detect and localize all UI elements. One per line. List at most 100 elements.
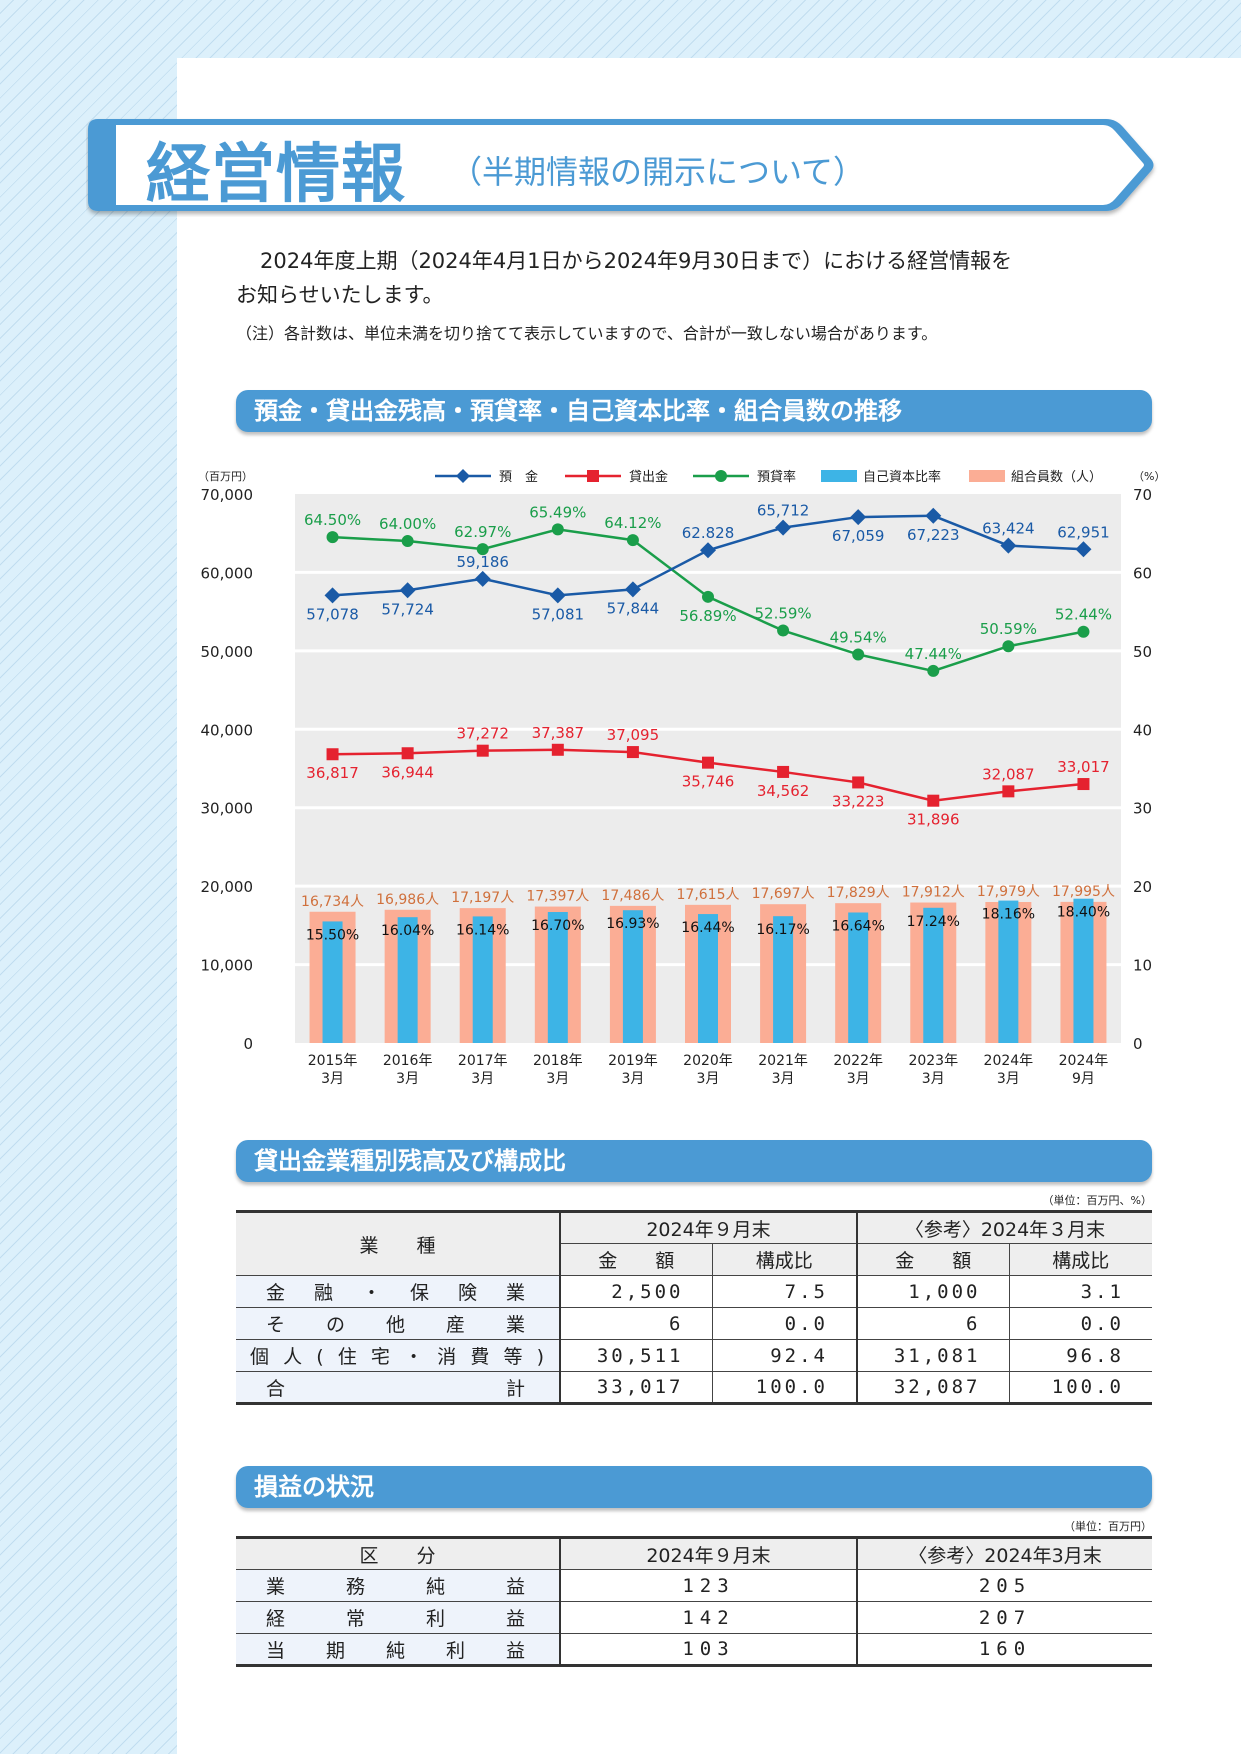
x-tick-label: 2021年: [758, 1053, 808, 1069]
capital-ratio-bar: [472, 916, 493, 1043]
loan-deposit-ratio-label: 50.59%: [980, 620, 1037, 638]
deposit-point: [1000, 537, 1017, 554]
loan-deposit-ratio-label: 52.44%: [1055, 606, 1112, 624]
row-label: 当期純利益: [236, 1633, 561, 1666]
legend-label: 組合員数（人）: [1011, 470, 1102, 485]
member-count-label: 17,397人: [526, 889, 589, 905]
loan-point: [551, 743, 564, 756]
x-tick-label: 3月: [546, 1071, 569, 1087]
capital-ratio-bar: [848, 912, 869, 1043]
member-count-label: 17,829人: [827, 885, 890, 901]
header-2024-mar: 〈参考〉2024年3月末: [856, 1537, 1152, 1570]
x-tick-label: 2017年: [458, 1053, 508, 1069]
value-cell: 207: [856, 1601, 1152, 1634]
value-cell: 103: [560, 1633, 857, 1666]
section-header-profit-loss: 損益の状況: [236, 1466, 1152, 1508]
amount-cell: 31,081: [856, 1339, 1009, 1372]
loan-deposit-ratio-point: [777, 624, 790, 637]
header-2024-sep: 2024年９月末: [560, 1537, 857, 1570]
right-tick-label: 0: [1133, 1035, 1143, 1053]
deposit-point: [925, 507, 942, 524]
left-tick-label: 0: [243, 1035, 253, 1053]
ratio-cell: 0.0: [1008, 1307, 1152, 1340]
deposit-label: 62,951: [1057, 523, 1110, 541]
banner-frame: [88, 119, 1154, 211]
ratio-cell: 96.8: [1008, 1339, 1152, 1372]
right-axis-unit: （%）: [1133, 470, 1165, 483]
loan-deposit-ratio-point: [626, 534, 639, 547]
capital-ratio-bar: [773, 916, 794, 1043]
x-tick-label: 2020年: [683, 1053, 733, 1069]
left-tick-label: 20,000: [201, 878, 254, 896]
page-subtitle: （半期情報の開示について）: [450, 153, 866, 191]
loan-point: [852, 776, 865, 789]
member-count-label: 16,734人: [301, 894, 364, 910]
member-count-label: 17,979人: [977, 884, 1040, 900]
capital-ratio-label: 16.14%: [456, 922, 509, 938]
deposit-label: 67,223: [907, 526, 960, 544]
loan-deposit-ratio-point: [927, 664, 940, 677]
deposit-label: 57,844: [607, 599, 660, 617]
loan-deposit-ratio-point: [326, 531, 339, 544]
right-tick-label: 20: [1133, 878, 1152, 896]
loan-label: 33,017: [1057, 758, 1110, 776]
ratio-cell: 100.0: [1008, 1371, 1152, 1404]
loan-label: 34,562: [757, 782, 810, 800]
x-tick-label: 2019年: [608, 1053, 658, 1069]
table-row: 金融・保険業 2,500 7.5 1,000 3.1: [236, 1275, 1152, 1308]
capital-ratio-label: 18.16%: [982, 907, 1035, 923]
row-label: 個人(住宅・消費等): [236, 1339, 561, 1372]
deposit-point: [850, 509, 867, 526]
loan-label: 37,272: [456, 725, 509, 743]
loan-label: 31,896: [907, 811, 960, 829]
amount-cell: 1,000: [856, 1275, 1009, 1308]
x-tick-label: 3月: [471, 1071, 494, 1087]
capital-ratio-bar: [998, 900, 1019, 1043]
table-row: 業務純益 123 205: [236, 1569, 1152, 1602]
header-2024-mar: 〈参考〉2024年３月末: [856, 1211, 1152, 1244]
row-label: その他産業: [236, 1307, 561, 1340]
amount-cell: 33,017: [560, 1371, 712, 1404]
left-axis-unit: （百万円）: [198, 470, 253, 483]
ratio-cell: 0.0: [711, 1307, 857, 1340]
capital-ratio-bar: [1073, 898, 1094, 1043]
capital-ratio-label: 15.50%: [306, 927, 359, 943]
row-label: 金融・保険業: [236, 1275, 561, 1308]
table-row: その他産業 6 0.0 6 0.0: [236, 1307, 1152, 1340]
intro-note: （注）各計数は、単位未満を切り捨てて表示していますので、合計が一致しない場合があ…: [236, 324, 938, 343]
deposit-label: 62.828: [682, 524, 735, 542]
x-tick-label: 2018年: [533, 1053, 583, 1069]
title-banner: 経営情報 （半期情報の開示について）: [86, 117, 1156, 213]
x-tick-label: 2024年: [984, 1053, 1034, 1069]
right-tick-label: 40: [1133, 721, 1152, 739]
capital-ratio-label: 16.64%: [831, 918, 884, 934]
left-tick-label: 10,000: [201, 957, 254, 975]
header-2024-sep: 2024年９月末: [560, 1211, 857, 1244]
deposit-point: [549, 587, 566, 604]
header-ratio: 構成比: [1008, 1243, 1152, 1276]
loan-deposit-ratio-label: 62.97%: [454, 523, 511, 541]
header-ratio: 構成比: [711, 1243, 857, 1276]
x-tick-label: 9月: [1072, 1071, 1095, 1087]
capital-ratio-label: 16.17%: [756, 922, 809, 938]
right-tick-label: 60: [1133, 564, 1152, 582]
member-count-label: 17,197人: [451, 890, 514, 906]
amount-cell: 32,087: [856, 1371, 1009, 1404]
intro-line-1: 2024年度上期（2024年4月1日から2024年9月30日まで）における経営情…: [260, 249, 1013, 273]
loan-deposit-ratio-label: 64.50%: [304, 511, 361, 529]
deposit-label: 59,186: [456, 553, 509, 571]
deposit-point: [324, 587, 341, 604]
intro-line-2: お知らせいたします。: [236, 283, 444, 307]
capital-ratio-bar: [698, 914, 718, 1043]
capital-ratio-label: 16.44%: [681, 920, 734, 936]
legend-label: 預 金: [499, 469, 538, 485]
loan-point: [1077, 778, 1090, 791]
left-tick-label: 30,000: [201, 800, 254, 818]
loan-label: 37,095: [607, 726, 660, 744]
x-tick-label: 3月: [321, 1071, 344, 1087]
x-tick-label: 3月: [847, 1071, 870, 1087]
header-amount: 金 額: [856, 1243, 1009, 1276]
intro-text: 2024年度上期（2024年4月1日から2024年9月30日まで）における経営情…: [236, 244, 1136, 312]
capital-ratio-label: 16.70%: [531, 918, 584, 934]
capital-ratio-bar: [322, 921, 343, 1043]
